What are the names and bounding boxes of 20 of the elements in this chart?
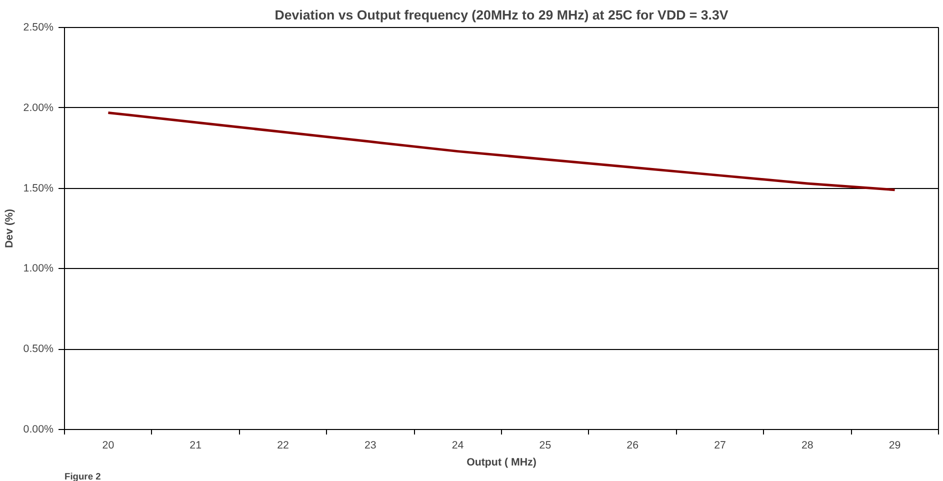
x-tick-label: 20 bbox=[102, 440, 114, 452]
y-tick-label: 0.50% bbox=[23, 343, 54, 356]
x-tick-label: 21 bbox=[190, 440, 202, 452]
x-tick-label: 25 bbox=[539, 440, 552, 452]
y-tick-label: 2.50% bbox=[23, 22, 54, 34]
y-tick-label: 2.00% bbox=[23, 102, 54, 114]
line-series bbox=[106, 111, 896, 192]
chart-title: Deviation vs Output frequency (20MHz to 29 MHz) at 25C for VDD = 3.3V bbox=[274, 8, 728, 22]
x-tick-label: 29 bbox=[888, 440, 901, 452]
x-tick-label: 24 bbox=[452, 440, 464, 452]
x-tick-label: 28 bbox=[801, 440, 814, 452]
y-tick-label: 0.00% bbox=[23, 424, 54, 436]
x-axis-title: Output ( MHz) bbox=[466, 456, 537, 468]
x-tick-label: 22 bbox=[277, 440, 289, 452]
x-tick-label: 23 bbox=[364, 440, 376, 452]
x-tick-label: 26 bbox=[626, 440, 639, 452]
x-tick-label: 27 bbox=[714, 440, 726, 452]
y-tick-label: 1.00% bbox=[23, 262, 54, 275]
y-tick-label: 1.50% bbox=[23, 182, 54, 194]
y-axis-title: Dev (%) bbox=[3, 208, 16, 248]
